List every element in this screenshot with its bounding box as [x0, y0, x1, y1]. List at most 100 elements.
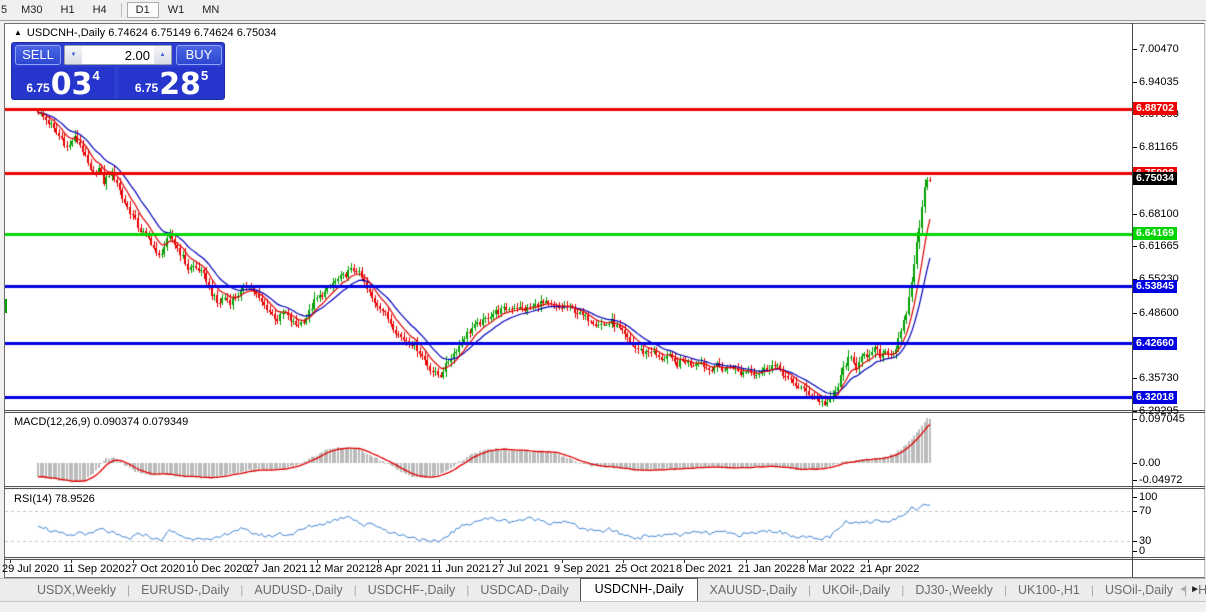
tab-ukoil-daily[interactable]: UKOil-,Daily — [822, 583, 891, 597]
chart-title: ▲ USDCNH-,Daily 6.74624 6.75149 6.74624 6… — [14, 27, 276, 39]
timeframe-button-H1[interactable]: H1 — [60, 4, 75, 16]
price-axis-tick-mark — [1133, 49, 1137, 50]
macd-axis-tick-mark — [1133, 463, 1137, 464]
tab-eurusd-daily[interactable]: EURUSD-,Daily — [141, 583, 230, 597]
rsi-axis-tick: 30 — [1139, 535, 1152, 547]
spinner-up-icon: ▲ — [159, 52, 166, 58]
tab-scroll-right-icon[interactable]: ► — [1190, 584, 1202, 595]
volume-decrease-button[interactable]: ▼ — [65, 46, 82, 64]
pane-divider[interactable] — [4, 486, 1205, 487]
sell-price-display[interactable]: 6.75 03 4 — [12, 67, 114, 102]
date-axis-label: 21 Jan 2022 — [738, 563, 799, 575]
tab-separator: | — [240, 583, 244, 597]
pane-divider[interactable] — [4, 559, 1205, 560]
price-axis-tick: 6.81165 — [1139, 141, 1178, 153]
buy-price-display[interactable]: 6.75 28 5 — [119, 67, 224, 102]
date-axis-tick-mark — [10, 560, 11, 563]
date-axis-label: 25 Oct 2021 — [615, 563, 675, 575]
tab-usoil-daily[interactable]: USOil-,Daily — [1104, 583, 1174, 597]
toolbar-separator — [120, 3, 122, 17]
date-axis-tick-mark — [194, 560, 195, 563]
macd-axis-tick: -0.04972 — [1139, 474, 1183, 486]
tab-usdchf-daily[interactable]: USDCHF-,Daily — [367, 583, 456, 597]
tab-separator: | — [1184, 583, 1188, 597]
spinner-down-icon: ▼ — [70, 52, 77, 58]
date-axis-label: 21 Apr 2022 — [860, 563, 920, 575]
tab-usdcnh-daily[interactable]: USDCNH-,Daily — [579, 577, 699, 601]
pane-divider[interactable] — [4, 557, 1205, 558]
date-axis-label: 8 Mar 2022 — [799, 563, 855, 575]
level-price-label: 6.88702 — [1133, 102, 1177, 115]
date-axis-tick-mark — [378, 560, 379, 563]
tab-usdcad-daily[interactable]: USDCAD-,Daily — [480, 583, 569, 597]
price-axis-tick-mark — [1133, 313, 1137, 314]
date-axis-label: 9 Sep 2021 — [554, 563, 611, 575]
ohlc-low: 6.74624 — [193, 27, 234, 39]
status-bar — [0, 601, 1206, 612]
clipped-candle — [5, 299, 7, 313]
tab-separator: | — [1003, 583, 1008, 597]
price-axis-tick: 6.94035 — [1139, 76, 1179, 88]
tab-xauusd-daily[interactable]: XAUUSD-,Daily — [709, 583, 797, 597]
rsi-axis-tick: 100 — [1139, 491, 1158, 503]
volume-input[interactable] — [82, 46, 154, 64]
macd-axis-tick: 0.097045 — [1139, 413, 1185, 425]
price-axis-separator — [1132, 23, 1133, 577]
level-price-label: 6.64169 — [1133, 227, 1177, 240]
timeframe-button-MN[interactable]: MN — [202, 4, 220, 16]
price-axis-tick: 6.61665 — [1139, 240, 1179, 252]
tab-dj30-weekly[interactable]: DJ30-,Weekly — [915, 583, 993, 597]
timeframe-button-M30[interactable]: M30 — [21, 4, 43, 16]
rsi-axis-tick-mark — [1133, 541, 1137, 542]
macd-caption: MACD(12,26,9) 0.090374 0.079349 — [14, 416, 189, 428]
date-axis-label: 27 Jul 2021 — [492, 563, 549, 575]
collapse-arrow-icon[interactable]: ▲ — [14, 28, 22, 37]
volume-spinner: ▼ ▲ — [64, 45, 172, 65]
pane-divider[interactable] — [4, 412, 1205, 413]
rsi-axis-tick-mark — [1133, 551, 1137, 552]
buy-price-big: 28 — [159, 67, 201, 102]
date-axis-tick-mark — [807, 560, 808, 563]
date-axis-strip — [5, 560, 1204, 577]
rsi-chart-canvas[interactable] — [5, 490, 1132, 557]
buy-price-pip: 5 — [200, 68, 209, 83]
price-axis-tick-mark — [1133, 246, 1137, 247]
price-axis-tick-mark — [1133, 411, 1137, 412]
macd-axis-tick-mark — [1133, 480, 1137, 481]
timeframe-button-W1[interactable]: W1 — [167, 4, 185, 16]
timeframe-button-H4[interactable]: H4 — [92, 4, 107, 16]
macd-axis-tick: 0.00 — [1139, 457, 1161, 469]
date-axis-tick-mark — [623, 560, 624, 563]
date-axis-tick-mark — [439, 560, 440, 563]
sell-button[interactable]: SELL — [15, 45, 61, 65]
tab-usdx-weekly[interactable]: USDX,Weekly — [37, 583, 116, 597]
chart-symbol-timeframe: USDCNH-,Daily — [26, 27, 106, 39]
price-axis-tick: 6.48600 — [1139, 307, 1179, 319]
current-price-label: 6.75034 — [1133, 172, 1177, 185]
tab-uk100-h1[interactable]: UK100-,H1 — [1018, 583, 1080, 597]
tab-separator: | — [808, 583, 812, 597]
date-axis-label: 11 Jun 2021 — [431, 563, 491, 575]
pane-divider[interactable] — [4, 410, 1205, 411]
sell-price-pip: 4 — [92, 68, 100, 83]
sell-price-big: 03 — [50, 67, 93, 102]
price-axis-column — [1133, 24, 1204, 577]
pane-divider[interactable] — [4, 488, 1205, 489]
ohlc-open: 6.74624 — [108, 27, 148, 39]
tab-scroll-arrows: ◄► — [1178, 584, 1202, 595]
tab-scroll-left-icon[interactable]: ◄ — [1178, 584, 1191, 595]
timeframe-button-5[interactable]: 5 — [1, 4, 8, 16]
chart-tab-bar: USDX,Weekly | EURUSD-,Daily | AUDUSD-,Daily |… — [0, 577, 1206, 601]
tab-audusd-daily[interactable]: AUDUSD-,Daily — [254, 583, 343, 597]
date-axis-tick-mark — [255, 560, 256, 563]
price-axis-tick-mark — [1133, 378, 1137, 379]
tab-hk50-i[interactable]: HK50-,I — [1198, 583, 1206, 597]
macd-chart-canvas[interactable] — [5, 413, 1132, 486]
volume-increase-button[interactable]: ▲ — [154, 46, 171, 64]
buy-button[interactable]: BUY — [176, 45, 222, 65]
timeframe-button-D1[interactable]: D1 — [126, 2, 159, 18]
price-axis-tick: 6.29295 — [1139, 405, 1179, 417]
tab-separator: | — [901, 583, 905, 597]
price-axis-tick-mark — [1133, 82, 1137, 83]
